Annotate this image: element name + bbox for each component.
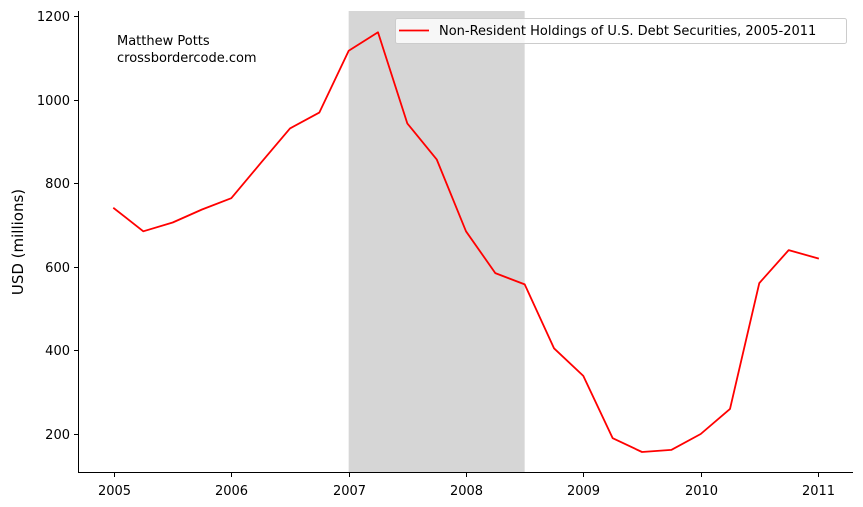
- series-line: [112, 31, 820, 453]
- shaded-region: [348, 11, 525, 472]
- y-tick-label: 1200: [37, 10, 70, 25]
- legend-box: [395, 18, 847, 44]
- author-annotation: Matthew Potts: [117, 34, 210, 49]
- site-annotation: crossbordercode.com: [117, 51, 257, 66]
- x-axis-ticks: 2005 2006 2007 2008 2009 2010 2011: [98, 472, 835, 499]
- legend: Non-Resident Holdings of U.S. Debt Secur…: [395, 18, 847, 44]
- data-series-line: [112, 31, 820, 453]
- y-tick-label: 800: [45, 177, 70, 192]
- y-tick-label: 600: [45, 261, 70, 276]
- x-tick-label: 2005: [98, 484, 131, 499]
- legend-label: Non-Resident Holdings of U.S. Debt Secur…: [439, 24, 816, 39]
- x-tick-label: 2007: [333, 484, 366, 499]
- y-axis-ticks: 200 400 600 800 1000 1200: [37, 10, 79, 443]
- y-axis-label: USD (millions): [9, 189, 27, 295]
- y-tick-label: 200: [45, 428, 70, 443]
- y-tick-label: 1000: [37, 94, 70, 109]
- x-tick-label: 2010: [685, 484, 718, 499]
- y-tick-label: 400: [45, 344, 70, 359]
- x-tick-label: 2006: [215, 484, 248, 499]
- x-tick-label: 2008: [450, 484, 483, 499]
- x-tick-label: 2011: [802, 484, 835, 499]
- recession-shaded-region: [348, 11, 525, 472]
- x-tick-label: 2009: [567, 484, 600, 499]
